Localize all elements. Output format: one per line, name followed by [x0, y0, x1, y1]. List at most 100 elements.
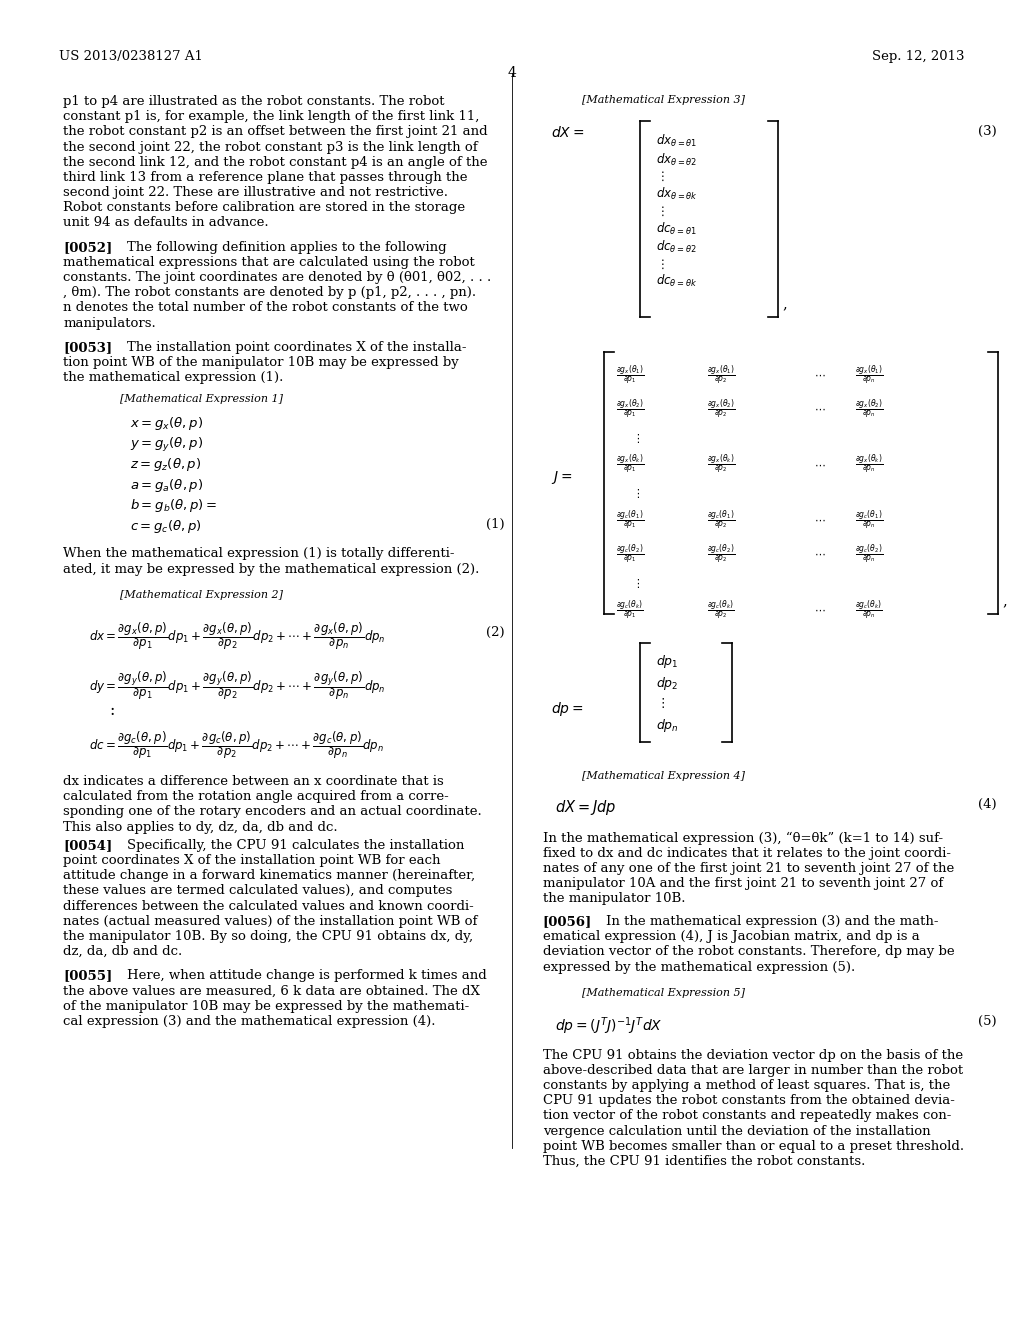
- Text: third link 13 from a reference plane that passes through the: third link 13 from a reference plane tha…: [63, 170, 468, 183]
- Text: $\frac{\partial g_c(\theta_2)}{\partial p_1}$: $\frac{\partial g_c(\theta_2)}{\partial …: [616, 543, 644, 568]
- Text: $y=g_y(\theta,p)$: $y=g_y(\theta,p)$: [130, 436, 203, 454]
- Text: the robot constant p2 is an offset between the first joint 21 and: the robot constant p2 is an offset betwe…: [63, 125, 488, 139]
- Text: nates (actual measured values) of the installation point WB of: nates (actual measured values) of the in…: [63, 915, 478, 928]
- Text: p1 to p4 are illustrated as the robot constants. The robot: p1 to p4 are illustrated as the robot co…: [63, 95, 445, 108]
- Text: The CPU 91 obtains the deviation vector dp on the basis of the: The CPU 91 obtains the deviation vector …: [543, 1048, 963, 1061]
- Text: dz, da, db and dc.: dz, da, db and dc.: [63, 945, 182, 958]
- Text: $\frac{\partial g_x(\theta_1)}{\partial p_1}$: $\frac{\partial g_x(\theta_1)}{\partial …: [616, 363, 645, 388]
- Text: $\cdots$: $\cdots$: [814, 370, 825, 380]
- Text: $dp_2$: $dp_2$: [656, 675, 679, 692]
- Text: the second link 12, and the robot constant p4 is an angle of the: the second link 12, and the robot consta…: [63, 156, 488, 169]
- Text: $\frac{\partial g_x(\theta_2)}{\partial p_n}$: $\frac{\partial g_x(\theta_2)}{\partial …: [855, 397, 884, 422]
- Text: deviation vector of the robot constants. Therefore, dp may be: deviation vector of the robot constants.…: [543, 945, 954, 958]
- Text: $\vdots$: $\vdots$: [656, 257, 665, 271]
- Text: $\frac{\partial g_x(\theta_k)}{\partial p_n}$: $\frac{\partial g_x(\theta_k)}{\partial …: [855, 453, 883, 478]
- Text: [0055]: [0055]: [63, 969, 113, 982]
- Text: [Mathematical Expression 1]: [Mathematical Expression 1]: [120, 395, 283, 404]
- Text: Sep. 12, 2013: Sep. 12, 2013: [872, 50, 965, 63]
- Text: $\vdots$: $\vdots$: [656, 696, 666, 710]
- Text: the above values are measured, 6 k data are obtained. The dX: the above values are measured, 6 k data …: [63, 985, 480, 998]
- Text: $\frac{\partial g_x(\theta_2)}{\partial p_1}$: $\frac{\partial g_x(\theta_2)}{\partial …: [616, 397, 645, 422]
- Text: (3): (3): [978, 125, 996, 139]
- Text: $\frac{\partial g_x(\theta_k)}{\partial p_1}$: $\frac{\partial g_x(\theta_k)}{\partial …: [616, 453, 644, 478]
- Text: $dx_{\theta=\theta k}$: $dx_{\theta=\theta k}$: [656, 186, 698, 202]
- Text: manipulators.: manipulators.: [63, 317, 157, 330]
- Text: [Mathematical Expression 5]: [Mathematical Expression 5]: [582, 987, 744, 998]
- Text: When the mathematical expression (1) is totally differenti-: When the mathematical expression (1) is …: [63, 548, 455, 561]
- Text: $dX = Jdp$: $dX = Jdp$: [555, 799, 616, 817]
- Text: above-described data that are larger in number than the robot: above-described data that are larger in …: [543, 1064, 963, 1077]
- Text: [Mathematical Expression 4]: [Mathematical Expression 4]: [582, 771, 744, 781]
- Text: $\frac{\partial g_c(\theta_1)}{\partial p_n}$: $\frac{\partial g_c(\theta_1)}{\partial …: [855, 508, 883, 533]
- Text: $\frac{\partial g_x(\theta_1)}{\partial p_n}$: $\frac{\partial g_x(\theta_1)}{\partial …: [855, 363, 884, 388]
- Text: $\cdots$: $\cdots$: [814, 459, 825, 470]
- Text: $dp=(J^TJ)^{-1}J^TdX$: $dp=(J^TJ)^{-1}J^TdX$: [555, 1015, 663, 1038]
- Text: $\vdots$: $\vdots$: [656, 170, 665, 183]
- Text: $dx=\dfrac{\partial g_x(\theta, p)}{\partial p_1}dp_1+\dfrac{\partial g_x(\theta: $dx=\dfrac{\partial g_x(\theta, p)}{\par…: [89, 620, 386, 652]
- Text: $\frac{\partial g_c(\theta_2)}{\partial p_2}$: $\frac{\partial g_c(\theta_2)}{\partial …: [707, 543, 734, 568]
- Text: unit 94 as defaults in advance.: unit 94 as defaults in advance.: [63, 216, 269, 230]
- Text: $\cdots$: $\cdots$: [814, 515, 825, 525]
- Text: $\frac{\partial g_c(\theta_1)}{\partial p_2}$: $\frac{\partial g_c(\theta_1)}{\partial …: [707, 508, 734, 533]
- Text: $\vdots$: $\vdots$: [656, 205, 665, 218]
- Text: $dc_{\theta=\theta2}$: $dc_{\theta=\theta2}$: [656, 239, 697, 255]
- Text: n denotes the total number of the robot constants of the two: n denotes the total number of the robot …: [63, 301, 468, 314]
- Text: [0054]: [0054]: [63, 838, 113, 851]
- Text: The installation point coordinates X of the installa-: The installation point coordinates X of …: [127, 341, 467, 354]
- Text: vergence calculation until the deviation of the installation: vergence calculation until the deviation…: [543, 1125, 931, 1138]
- Text: attitude change in a forward kinematics manner (hereinafter,: attitude change in a forward kinematics …: [63, 869, 475, 882]
- Text: manipulator 10A and the first joint 21 to seventh joint 27 of: manipulator 10A and the first joint 21 t…: [543, 878, 943, 890]
- Text: $\vdots$: $\vdots$: [632, 432, 640, 445]
- Text: $a=g_a(\theta,p)$: $a=g_a(\theta,p)$: [130, 477, 204, 494]
- Text: point WB becomes smaller than or equal to a preset threshold.: point WB becomes smaller than or equal t…: [543, 1139, 964, 1152]
- Text: $\frac{\partial g_c(\theta_1)}{\partial p_1}$: $\frac{\partial g_c(\theta_1)}{\partial …: [616, 508, 644, 533]
- Text: constant p1 is, for example, the link length of the first link 11,: constant p1 is, for example, the link le…: [63, 110, 480, 123]
- Text: $dp_n$: $dp_n$: [656, 717, 679, 734]
- Text: [Mathematical Expression 3]: [Mathematical Expression 3]: [582, 95, 744, 106]
- Text: ematical expression (4), J is Jacobian matrix, and dp is a: ematical expression (4), J is Jacobian m…: [543, 931, 920, 944]
- Text: constants. The joint coordinates are denoted by θ (θ01, θ02, . . .: constants. The joint coordinates are den…: [63, 271, 492, 284]
- Text: :: :: [110, 702, 115, 719]
- Text: tion point WB of the manipulator 10B may be expressed by: tion point WB of the manipulator 10B may…: [63, 356, 459, 370]
- Text: $b=g_b(\theta,p)=$: $b=g_b(\theta,p)=$: [130, 498, 217, 515]
- Text: dx indicates a difference between an x coordinate that is: dx indicates a difference between an x c…: [63, 775, 444, 788]
- Text: $dc_{\theta=\theta k}$: $dc_{\theta=\theta k}$: [656, 273, 697, 289]
- Text: $J =$: $J =$: [551, 469, 572, 486]
- Text: $\cdots$: $\cdots$: [814, 549, 825, 560]
- Text: cal expression (3) and the mathematical expression (4).: cal expression (3) and the mathematical …: [63, 1015, 436, 1028]
- Text: $\cdots$: $\cdots$: [814, 605, 825, 615]
- Text: second joint 22. These are illustrative and not restrictive.: second joint 22. These are illustrative …: [63, 186, 449, 199]
- Text: (1): (1): [486, 517, 505, 531]
- Text: This also applies to dy, dz, da, db and dc.: This also applies to dy, dz, da, db and …: [63, 821, 338, 834]
- Text: The following definition applies to the following: The following definition applies to the …: [127, 240, 446, 253]
- Text: $\frac{\partial g_c(\theta_k)}{\partial p_1}$: $\frac{\partial g_c(\theta_k)}{\partial …: [616, 598, 644, 623]
- Text: In the mathematical expression (3), “θ=θk” (k=1 to 14) suf-: In the mathematical expression (3), “θ=θ…: [543, 832, 943, 845]
- Text: Robot constants before calibration are stored in the storage: Robot constants before calibration are s…: [63, 201, 466, 214]
- Text: nates of any one of the first joint 21 to seventh joint 27 of the: nates of any one of the first joint 21 t…: [543, 862, 954, 875]
- Text: differences between the calculated values and known coordi-: differences between the calculated value…: [63, 899, 474, 912]
- Text: $c=g_c(\theta,p)$: $c=g_c(\theta,p)$: [130, 517, 202, 535]
- Text: In the mathematical expression (3) and the math-: In the mathematical expression (3) and t…: [606, 915, 939, 928]
- Text: Specifically, the CPU 91 calculates the installation: Specifically, the CPU 91 calculates the …: [127, 838, 464, 851]
- Text: (2): (2): [486, 626, 505, 639]
- Text: $\frac{\partial g_c(\theta_k)}{\partial p_2}$: $\frac{\partial g_c(\theta_k)}{\partial …: [707, 598, 734, 623]
- Text: [0053]: [0053]: [63, 341, 113, 354]
- Text: constants by applying a method of least squares. That is, the: constants by applying a method of least …: [543, 1078, 950, 1092]
- Text: CPU 91 updates the robot constants from the obtained devia-: CPU 91 updates the robot constants from …: [543, 1094, 954, 1107]
- Text: $dx_{\theta=\theta1}$: $dx_{\theta=\theta1}$: [656, 133, 697, 149]
- Text: $dc_{\theta=\theta1}$: $dc_{\theta=\theta1}$: [656, 220, 697, 236]
- Text: these values are termed calculated values), and computes: these values are termed calculated value…: [63, 884, 453, 898]
- Text: , θm). The robot constants are denoted by p (p1, p2, . . . , pn).: , θm). The robot constants are denoted b…: [63, 286, 476, 300]
- Text: point coordinates X of the installation point WB for each: point coordinates X of the installation …: [63, 854, 441, 867]
- Text: [Mathematical Expression 2]: [Mathematical Expression 2]: [120, 590, 283, 599]
- Text: $dp_1$: $dp_1$: [656, 653, 679, 671]
- Text: [0056]: [0056]: [543, 915, 592, 928]
- Text: calculated from the rotation angle acquired from a corre-: calculated from the rotation angle acqui…: [63, 791, 450, 804]
- Text: the manipulator 10B.: the manipulator 10B.: [543, 892, 685, 906]
- Text: the manipulator 10B. By so doing, the CPU 91 obtains dx, dy,: the manipulator 10B. By so doing, the CP…: [63, 929, 474, 942]
- Text: Thus, the CPU 91 identifies the robot constants.: Thus, the CPU 91 identifies the robot co…: [543, 1155, 865, 1168]
- Text: $\frac{\partial g_x(\theta_k)}{\partial p_2}$: $\frac{\partial g_x(\theta_k)}{\partial …: [707, 453, 734, 478]
- Text: ,: ,: [782, 297, 787, 312]
- Text: ated, it may be expressed by the mathematical expression (2).: ated, it may be expressed by the mathema…: [63, 562, 480, 576]
- Text: $\frac{\partial g_x(\theta_2)}{\partial p_2}$: $\frac{\partial g_x(\theta_2)}{\partial …: [707, 397, 735, 422]
